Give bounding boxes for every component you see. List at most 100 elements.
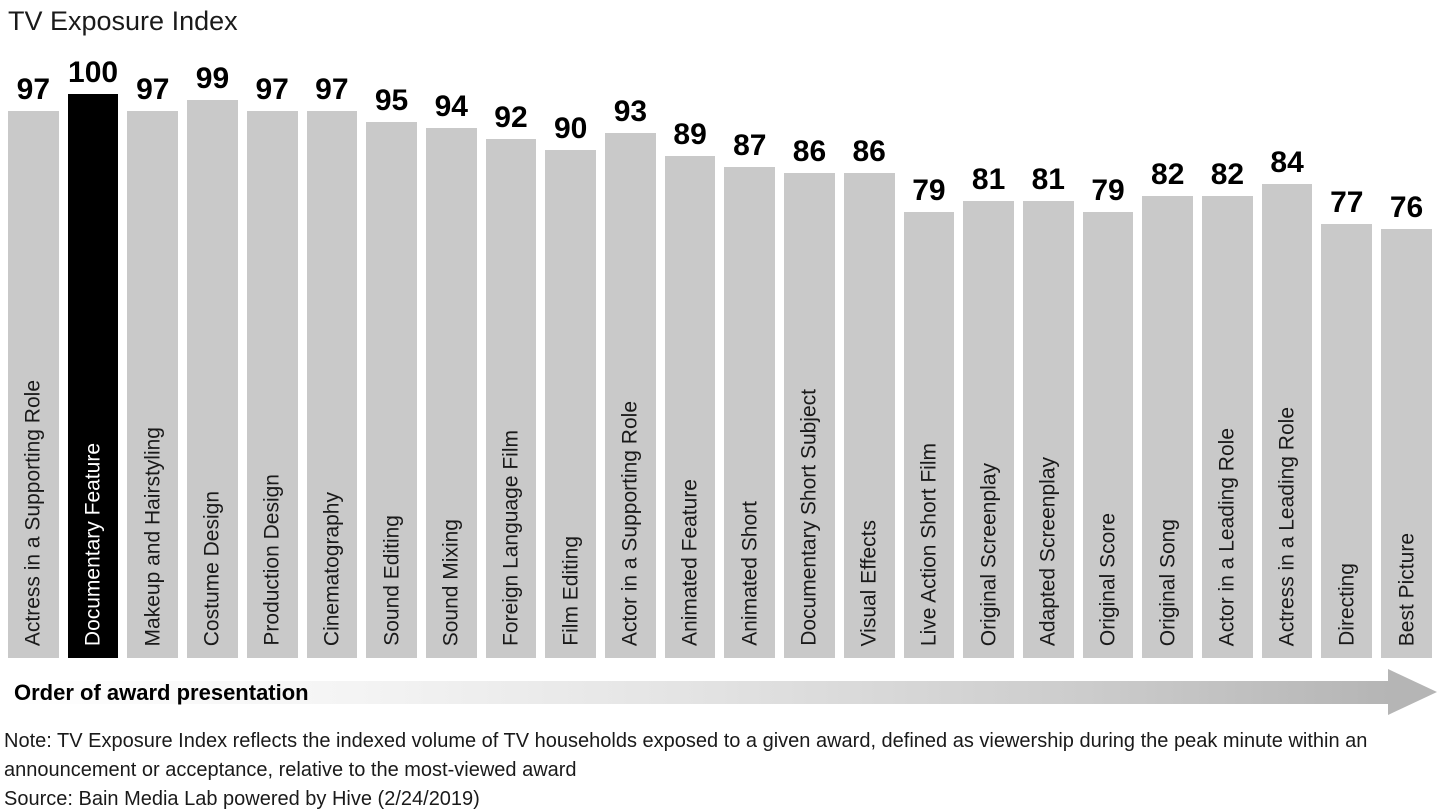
bar-value-label: 99 — [195, 62, 230, 95]
bar-column: 97 Actress in a Supporting Role — [8, 75, 59, 658]
bar: Original Song — [1142, 196, 1194, 658]
bar-category-label: Animated Feature — [678, 479, 702, 646]
bar-column: 79 Original Score — [1082, 174, 1134, 658]
bar-value-label: 94 — [434, 90, 468, 123]
note-block: Note: TV Exposure Index reflects the ind… — [4, 727, 1367, 810]
bar-category-label: Original Score — [1096, 512, 1120, 646]
bar-value-label: 81 — [971, 163, 1006, 196]
arrow-head-icon — [1388, 669, 1437, 715]
bar: Foreign Language Film — [485, 139, 537, 658]
bar: Production Design — [246, 111, 298, 658]
bar-column: 84 Actress in a Leading Role — [1261, 146, 1313, 658]
bar-category-label: Makeup and Hairstyling — [141, 426, 165, 646]
bar-category-label: Visual Effects — [857, 519, 881, 646]
bar-column: 82 Original Song — [1142, 158, 1194, 658]
bar-column: 82 Actor in a Leading Role — [1202, 160, 1253, 658]
source-text: Source: Bain Media Lab powered by Hive (… — [4, 788, 480, 810]
bar-category-label: Actress in a Leading Role — [1275, 406, 1299, 646]
bar-category-label: Live Action Short Film — [917, 442, 941, 646]
bar-value-label: 97 — [16, 73, 51, 106]
bar: Animated Feature — [664, 156, 716, 658]
bar: Adapted Screenplay — [1022, 201, 1074, 658]
bar: Original Score — [1082, 212, 1134, 658]
bar-column: 86 Documentary Short Subject — [784, 137, 835, 658]
bar-value-label: 86 — [792, 135, 827, 168]
bar-value-label: 79 — [912, 174, 946, 207]
bar-column: 92 Foreign Language Film — [485, 101, 537, 658]
bar-category-label: Foreign Language Film — [499, 430, 523, 646]
bar-category-label: Directing — [1335, 563, 1359, 646]
bar-column: 95 Sound Editing — [366, 86, 417, 658]
bar-value-label: 82 — [1210, 158, 1245, 191]
bar-column: 79 Live Action Short Film — [903, 174, 955, 658]
bar-value-label: 95 — [374, 84, 409, 117]
bar-value-label: 76 — [1389, 191, 1424, 224]
bar-category-label: Animated Short — [738, 501, 762, 646]
bar-column: 77 Directing — [1321, 186, 1373, 658]
bar: Costume Design — [187, 100, 238, 658]
bar: Original Screenplay — [963, 201, 1014, 658]
bar-column: 86 Visual Effects — [843, 135, 895, 658]
bar-value-label: 93 — [613, 95, 648, 128]
bar-column: 97 Makeup and Hairstyling — [127, 73, 179, 658]
bars: 97 Actress in a Supporting Role 100 Docu… — [8, 0, 1432, 658]
bar-value-label: 90 — [553, 112, 588, 145]
bar-value-label: 97 — [136, 73, 170, 106]
bar: Documentary Feature — [67, 94, 119, 658]
bar-category-label: Original Screenplay — [977, 462, 1001, 646]
bar-category-label: Costume Design — [200, 490, 224, 646]
bar: Actor in a Supporting Role — [605, 133, 656, 658]
bar-value-label: 82 — [1151, 158, 1185, 191]
bar-category-label: Documentary Feature — [81, 442, 105, 646]
bar-column: 87 Animated Short — [724, 129, 776, 658]
bar: Best Picture — [1381, 229, 1432, 658]
bar-column: 97 Cinematography — [306, 75, 358, 658]
order-axis-arrow — [8, 681, 1389, 704]
bar-category-label: Original Song — [1156, 518, 1180, 646]
bar-category-label: Cinematography — [320, 491, 344, 646]
bar-column: 81 Original Screenplay — [963, 165, 1014, 658]
bar-column: 99 Costume Design — [187, 64, 238, 658]
bar-category-label: Film Editing — [559, 536, 583, 646]
bar-category-label: Documentary Short Subject — [797, 389, 821, 646]
bar-category-label: Adapted Screenplay — [1036, 456, 1060, 646]
bar: Live Action Short Film — [903, 212, 955, 658]
bar: Makeup and Hairstyling — [127, 111, 179, 658]
bar: Animated Short — [724, 167, 776, 658]
bar-column: 94 Sound Mixing — [425, 90, 477, 658]
bar-category-label: Sound Editing — [380, 515, 404, 646]
bar-value-label: 86 — [852, 135, 886, 168]
bar-category-label: Actor in a Leading Role — [1215, 427, 1239, 646]
bar: Sound Mixing — [425, 128, 477, 658]
bar-category-label: Best Picture — [1394, 532, 1418, 646]
bar-column: 76 Best Picture — [1381, 193, 1432, 658]
bar-value-label: 79 — [1091, 174, 1125, 207]
bar-category-label: Production Design — [260, 474, 284, 646]
bar-value-label: 92 — [494, 101, 528, 134]
bar-value-label: 97 — [255, 73, 289, 106]
bar-value-label: 89 — [673, 118, 707, 151]
bar-value-label: 77 — [1330, 186, 1364, 219]
bar: Sound Editing — [366, 122, 417, 658]
axis-label: Order of award presentation — [14, 680, 309, 705]
bar: Visual Effects — [843, 173, 895, 658]
note-text-line2: announcement or acceptance, relative to … — [4, 759, 577, 781]
bar-category-label: Sound Mixing — [439, 518, 463, 646]
bar: Cinematography — [306, 111, 358, 658]
bar-column: 100 Documentary Feature — [67, 56, 119, 658]
bar: Directing — [1321, 224, 1373, 658]
bar-value-label: 84 — [1270, 146, 1304, 179]
bar: Documentary Short Subject — [784, 173, 835, 658]
bar: Actress in a Supporting Role — [8, 111, 59, 658]
bar-value-label: 87 — [733, 129, 767, 162]
bar-column: 90 Film Editing — [545, 112, 597, 658]
bar-column: 97 Production Design — [246, 73, 298, 658]
note-text-line1: Note: TV Exposure Index reflects the ind… — [4, 730, 1368, 752]
bar: Actress in a Leading Role — [1261, 184, 1313, 658]
bar: Film Editing — [545, 150, 597, 658]
bar-value-label: 100 — [68, 56, 119, 89]
bar-category-label: Actress in a Supporting Role — [21, 379, 45, 646]
bar-value-label: 81 — [1031, 163, 1065, 196]
bar-column: 81 Adapted Screenplay — [1022, 163, 1074, 658]
